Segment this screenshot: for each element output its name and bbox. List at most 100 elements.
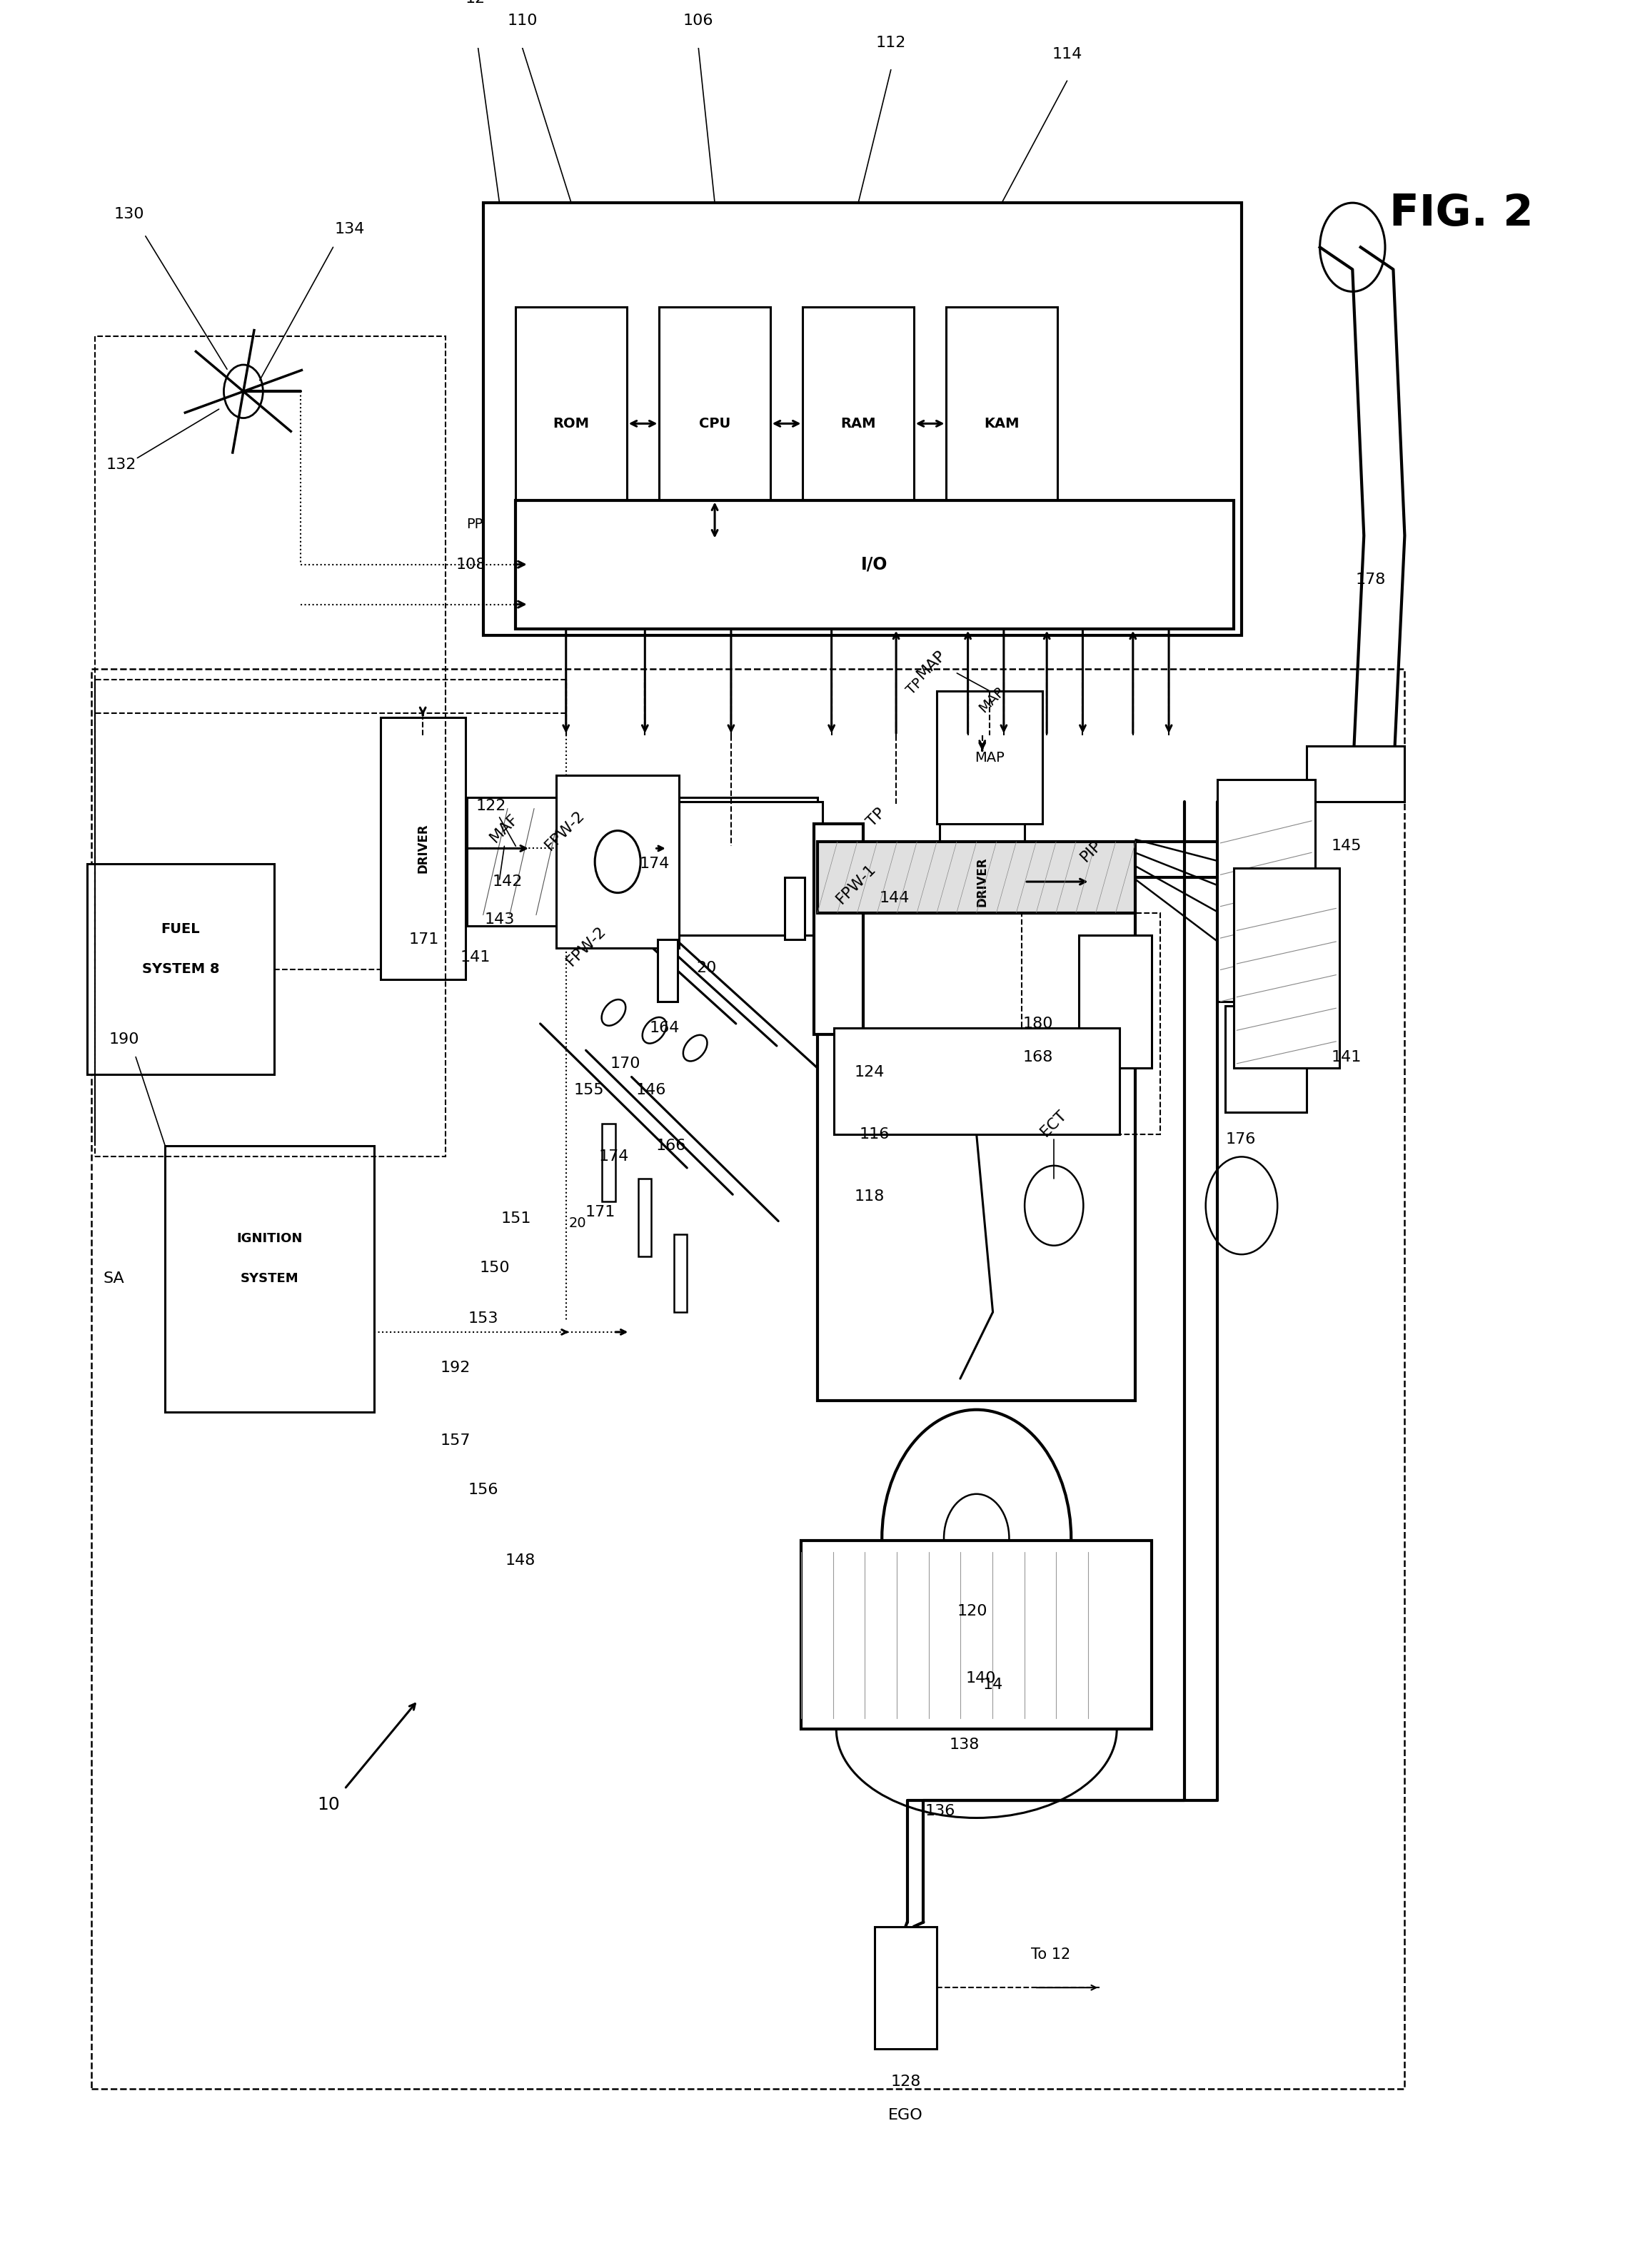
Bar [87, 864, 275, 1075]
Text: 144: 144 [880, 891, 909, 905]
Text: 155: 155 [574, 1084, 605, 1098]
Bar [602, 1123, 615, 1202]
Bar [1225, 1007, 1306, 1111]
Ellipse shape [683, 1034, 708, 1061]
Bar [834, 1027, 1120, 1134]
Bar [515, 501, 1233, 628]
Bar [92, 669, 1404, 2089]
Bar [657, 939, 677, 1002]
Text: DRIVER: DRIVER [417, 823, 430, 873]
Bar [803, 306, 914, 540]
Bar [679, 803, 822, 934]
Text: 116: 116 [860, 1127, 889, 1141]
Ellipse shape [643, 1018, 667, 1043]
Text: 140: 140 [965, 1672, 996, 1685]
Text: To 12: To 12 [1032, 1948, 1071, 1962]
Text: 134: 134 [334, 222, 365, 236]
Text: 171: 171 [409, 932, 440, 946]
Bar [801, 1540, 1153, 1728]
Bar [482, 202, 1241, 635]
Text: FPW-2: FPW-2 [564, 923, 608, 968]
Bar [381, 717, 466, 980]
Bar [937, 692, 1043, 823]
Bar [818, 912, 1136, 1402]
Text: 10: 10 [317, 1796, 340, 1812]
Text: 156: 156 [468, 1483, 499, 1497]
Bar [1022, 912, 1159, 1134]
Text: KAM: KAM [984, 417, 1020, 431]
Text: RAM: RAM [840, 417, 876, 431]
Text: ROM: ROM [553, 417, 590, 431]
Text: 128: 128 [891, 2075, 921, 2089]
Text: 174: 174 [598, 1150, 629, 1163]
Bar [1233, 869, 1339, 1068]
Bar [95, 336, 446, 1157]
Text: 180: 180 [1022, 1016, 1053, 1032]
Text: PIP: PIP [1077, 837, 1105, 864]
Text: 174: 174 [639, 857, 669, 871]
Text: 106: 106 [683, 14, 713, 27]
Text: 151: 151 [500, 1211, 531, 1227]
Text: 112: 112 [876, 36, 906, 50]
Bar [1079, 934, 1153, 1068]
Bar [818, 841, 1136, 912]
Text: FUEL: FUEL [162, 923, 199, 937]
Text: TP: TP [865, 805, 888, 830]
Text: 178: 178 [1355, 574, 1386, 587]
Bar [875, 1926, 937, 2048]
Bar [785, 878, 804, 939]
Text: MAP: MAP [914, 646, 948, 680]
Text: SYSTEM: SYSTEM [240, 1272, 299, 1286]
Text: 124: 124 [855, 1066, 885, 1080]
Bar [515, 306, 626, 540]
Text: 20: 20 [697, 962, 716, 975]
Text: 146: 146 [636, 1084, 665, 1098]
Text: 166: 166 [656, 1139, 685, 1152]
Text: 136: 136 [925, 1803, 955, 1819]
Ellipse shape [602, 1000, 626, 1025]
Text: 157: 157 [440, 1433, 471, 1447]
Text: 20: 20 [569, 1216, 587, 1229]
Text: MAF: MAF [487, 812, 522, 846]
Text: 14: 14 [983, 1678, 1002, 1692]
Text: 12: 12 [464, 0, 486, 7]
Text: CPU: CPU [698, 417, 731, 431]
Text: IGNITION: IGNITION [237, 1232, 302, 1245]
Text: 110: 110 [507, 14, 538, 27]
Bar [947, 306, 1058, 540]
Bar [165, 1145, 374, 1413]
Text: ECT: ECT [1038, 1107, 1069, 1139]
Text: 171: 171 [585, 1204, 616, 1220]
Text: FPW-2: FPW-2 [543, 807, 587, 853]
Bar [940, 751, 1025, 1012]
Text: FPW-1: FPW-1 [834, 862, 880, 907]
Bar [556, 776, 679, 948]
Bar [659, 306, 770, 540]
Text: DRIVER: DRIVER [976, 857, 989, 907]
Text: 145: 145 [1331, 839, 1362, 853]
Text: 118: 118 [855, 1191, 885, 1204]
Text: 190: 190 [110, 1032, 139, 1046]
Text: 120: 120 [956, 1603, 988, 1619]
Text: 141: 141 [459, 950, 490, 964]
Text: 141: 141 [1331, 1050, 1362, 1064]
Text: 176: 176 [1225, 1132, 1256, 1145]
Text: 192: 192 [440, 1361, 471, 1374]
Text: 148: 148 [505, 1554, 536, 1567]
Text: MAP: MAP [976, 685, 1007, 714]
Text: 170: 170 [610, 1057, 641, 1070]
Text: PP: PP [466, 517, 482, 531]
Text: I/O: I/O [862, 556, 888, 574]
Text: 108: 108 [456, 558, 486, 572]
Text: TP: TP [904, 676, 925, 696]
Text: 164: 164 [649, 1021, 679, 1034]
Text: 143: 143 [484, 912, 515, 928]
Text: 142: 142 [492, 875, 523, 889]
Text: 114: 114 [1051, 48, 1082, 61]
Bar [468, 798, 818, 925]
Text: 132: 132 [106, 458, 136, 472]
Text: 153: 153 [468, 1311, 499, 1327]
Bar [814, 823, 863, 1034]
Text: 138: 138 [950, 1737, 979, 1751]
Text: 122: 122 [476, 798, 507, 814]
